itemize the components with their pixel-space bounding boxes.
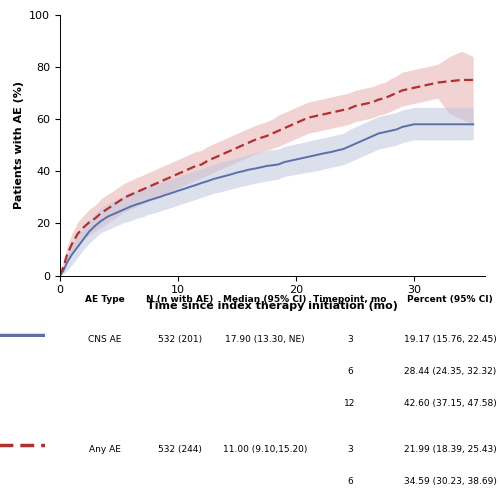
Text: 42.60 (37.15, 47.58): 42.60 (37.15, 47.58) <box>404 399 496 407</box>
Text: 28.44 (24.35, 32.32): 28.44 (24.35, 32.32) <box>404 367 496 375</box>
Text: Median (95% CI): Median (95% CI) <box>224 295 306 304</box>
Text: 21.99 (18.39, 25.43): 21.99 (18.39, 25.43) <box>404 445 496 454</box>
Y-axis label: Patients with AE (%): Patients with AE (%) <box>14 81 24 209</box>
Text: Any AE: Any AE <box>89 445 121 454</box>
Text: CNS AE: CNS AE <box>88 335 122 343</box>
Text: 3: 3 <box>347 445 353 454</box>
Text: 11.00 (9.10,15.20): 11.00 (9.10,15.20) <box>223 445 307 454</box>
Text: 532 (244): 532 (244) <box>158 445 202 454</box>
Text: 532 (201): 532 (201) <box>158 335 202 343</box>
Text: 6: 6 <box>347 477 353 486</box>
Text: AE Type: AE Type <box>85 295 125 304</box>
Text: 19.17 (15.76, 22.45): 19.17 (15.76, 22.45) <box>404 335 496 343</box>
Text: 3: 3 <box>347 335 353 343</box>
X-axis label: Time since index therapy initiation (mo): Time since index therapy initiation (mo) <box>147 301 398 311</box>
Text: 34.59 (30.23, 38.69): 34.59 (30.23, 38.69) <box>404 477 496 486</box>
Text: 6: 6 <box>347 367 353 375</box>
Text: 17.90 (13.30, NE): 17.90 (13.30, NE) <box>225 335 305 343</box>
Text: Percent (95% CI): Percent (95% CI) <box>407 295 493 304</box>
Text: N (n with AE): N (n with AE) <box>146 295 214 304</box>
Text: Timepoint, mo: Timepoint, mo <box>314 295 386 304</box>
Text: 12: 12 <box>344 399 356 407</box>
